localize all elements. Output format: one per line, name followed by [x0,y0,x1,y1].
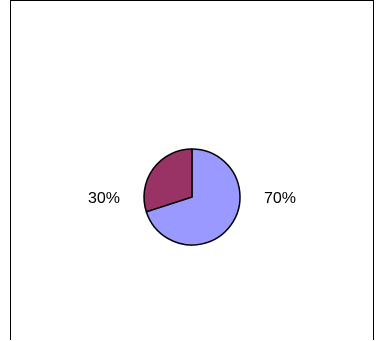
pie-slices [143,148,241,246]
pie-labels: 70% 30% [88,190,296,207]
pie-slice-1 [143,148,193,213]
pie-slice-0 [145,148,241,246]
pie-label-0: 70% [264,190,296,207]
chart-area: 70% 30% [10,0,374,340]
pie-chart: 70% 30% [88,148,296,246]
pie-label-1: 30% [88,190,120,207]
